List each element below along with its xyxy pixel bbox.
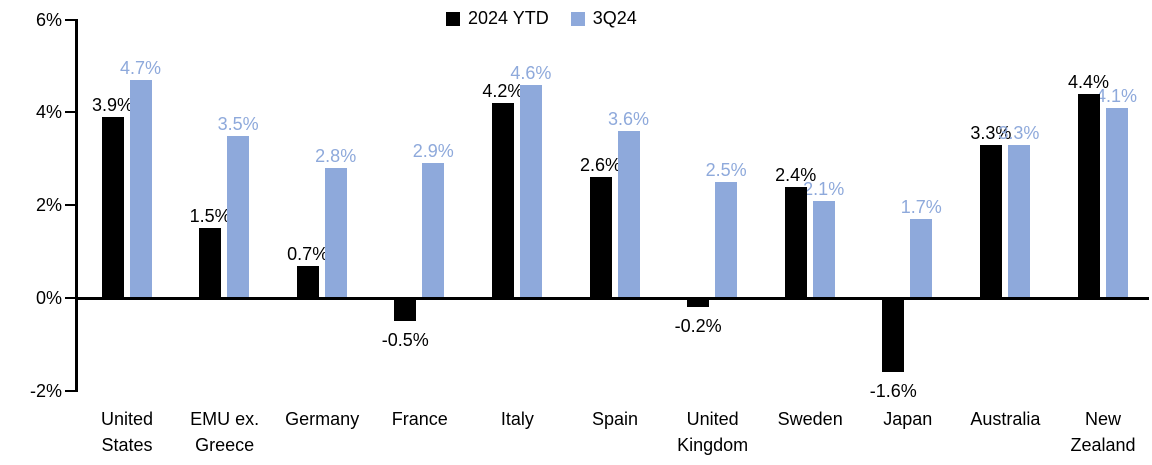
bar-3q24-emu-ex-greece [227, 135, 250, 298]
value-label-2024-ytd-new-zealand: 4.4% [1067, 71, 1110, 92]
value-label-2024-ytd-germany: 0.7% [287, 243, 329, 264]
x-axis-label-italy: Italy [462, 406, 572, 432]
bar-3q24-new-zealand [1105, 107, 1128, 298]
value-label-3q24-france: 2.9% [412, 141, 454, 162]
y-axis-label-2: 2% [35, 195, 62, 216]
bar-3q24-australia [1007, 144, 1030, 298]
bar-3q24-italy [519, 84, 542, 298]
x-axis-label-line: Zealand [1070, 435, 1136, 455]
bar-3q24-united-states [129, 79, 152, 298]
x-axis-label-line: United [100, 409, 154, 429]
legend-item-3q24: 3Q24 [570, 8, 637, 29]
x-axis-label-line: Spain [591, 409, 639, 429]
x-axis-label-australia: Australia [950, 406, 1060, 432]
value-label-3q24-sweden: 2.1% [803, 178, 845, 199]
bar-3q24-sweden [812, 200, 835, 298]
value-label-2024-ytd-emu-ex-greece: 1.5% [189, 206, 231, 227]
bar-3q24-united-kingdom [715, 182, 738, 298]
legend-label-3q24: 3Q24 [592, 8, 637, 28]
value-label-3q24-japan: 1.7% [900, 197, 942, 218]
bar-2024-ytd-italy [491, 103, 514, 298]
x-axis-label-spain: Spain [560, 406, 670, 432]
bar-2024-ytd-france [394, 298, 417, 322]
y-axis-tick-6 [65, 18, 78, 21]
bar-2024-ytd-japan [882, 298, 905, 373]
bar-2024-ytd-sweden [784, 186, 807, 298]
value-label-3q24-australia: 3.3% [998, 122, 1040, 143]
value-label-3q24-spain: 3.6% [607, 108, 650, 129]
legend-label-2024-ytd: 2024 YTD [468, 8, 549, 28]
bar-2024-ytd-united-states [101, 117, 124, 298]
value-label-3q24-italy: 4.6% [510, 62, 552, 83]
value-label-3q24-united-states: 4.7% [119, 57, 162, 78]
x-axis-label-line: Kingdom [677, 435, 749, 455]
value-label-3q24-emu-ex-greece: 3.5% [217, 113, 259, 134]
y-axis-label-6: 6% [35, 9, 62, 30]
x-axis-label-line: Italy [500, 409, 534, 429]
x-axis-label-line: Australia [970, 409, 1041, 429]
value-label-2024-ytd-united-states: 3.9% [91, 95, 134, 116]
y-axis-tick-2 [65, 204, 78, 207]
y-axis-tick-0 [65, 297, 78, 299]
legend-item-2024-ytd: 2024 YTD [446, 8, 549, 29]
x-axis-label-france: France [365, 406, 475, 432]
bar-2024-ytd-australia [979, 144, 1002, 298]
value-label-2024-ytd-spain: 2.6% [579, 155, 622, 176]
value-label-2024-ytd-australia: 3.3% [970, 122, 1012, 143]
x-axis-label-line: Sweden [777, 409, 843, 429]
x-axis-label-united-states: United States [72, 406, 182, 458]
bar-2024-ytd-emu-ex-greece [199, 228, 222, 298]
x-axis-label-line: United [686, 409, 739, 429]
bar-2024-ytd-germany [296, 265, 319, 298]
legend-swatch-2024-ytd [446, 11, 460, 26]
value-label-2024-ytd-sweden: 2.4% [775, 164, 817, 185]
legend-swatch-3q24 [570, 11, 585, 26]
x-axis-label-united-kingdom: United Kingdom [658, 406, 768, 458]
bar-2024-ytd-united-kingdom [687, 298, 710, 308]
value-label-3q24-united-kingdom: 2.5% [705, 160, 747, 180]
x-axis-label-line: France [391, 409, 448, 429]
x-axis-label-line: Japan [883, 409, 933, 429]
x-axis-label-line: States [101, 435, 153, 455]
x-axis-label-sweden: Sweden [755, 406, 865, 432]
x-axis-label-new-zealand: New Zealand [1048, 406, 1152, 458]
value-label-3q24-germany: 2.8% [315, 146, 357, 167]
x-axis-label-line: New [1084, 409, 1121, 429]
y-axis-label-0: 0% [35, 288, 62, 308]
x-axis-label-line: Germany [285, 409, 360, 429]
value-label-3q24-new-zealand: 4.1% [1095, 85, 1138, 106]
bar-3q24-germany [324, 168, 347, 298]
y-axis-label-2: -2% [29, 380, 62, 401]
x-axis-label-japan: Japan [853, 406, 963, 432]
chart-legend: 2024 YTD 3Q24 [446, 8, 637, 29]
x-axis-label-germany: Germany [267, 406, 377, 432]
y-axis-label-4: 4% [35, 102, 62, 123]
value-label-2024-ytd-united-kingdom: -0.2% [674, 316, 722, 337]
zero-baseline [75, 297, 1149, 300]
x-axis-label-emu-ex-greece: EMU ex. Greece [170, 406, 280, 458]
bar-2024-ytd-new-zealand [1077, 93, 1100, 298]
value-label-2024-ytd-italy: 4.2% [482, 81, 524, 102]
bar-2024-ytd-spain [589, 177, 612, 298]
y-axis-tick-4 [65, 111, 78, 114]
x-axis-label-line: EMU ex. [190, 409, 260, 429]
bar-3q24-spain [617, 130, 640, 298]
bar-3q24-japan [910, 219, 933, 298]
bar-3q24-france [422, 163, 445, 298]
y-axis-tick-2 [65, 389, 78, 392]
value-label-2024-ytd-france: -0.5% [381, 330, 429, 351]
x-axis-label-line: Greece [195, 435, 255, 455]
value-label-2024-ytd-japan: -1.6% [869, 381, 917, 402]
